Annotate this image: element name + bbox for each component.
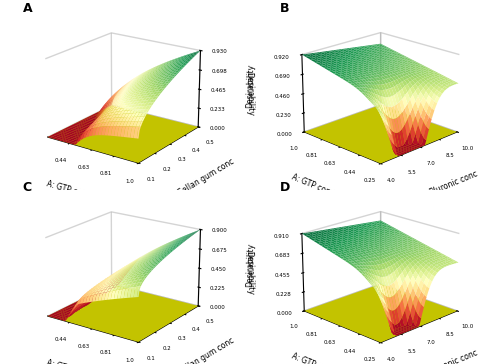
Y-axis label: C: Gellan gum conc: C: Gellan gum conc xyxy=(168,157,236,203)
Text: D: D xyxy=(280,181,289,194)
Y-axis label: C: Gellan gum conc: C: Gellan gum conc xyxy=(168,336,236,364)
X-axis label: A: GTP conc: A: GTP conc xyxy=(45,179,91,201)
Y-axis label: A: GTP conc: A: GTP conc xyxy=(290,173,335,198)
Text: B: B xyxy=(280,3,289,15)
X-axis label: B: Pluronic conc: B: Pluronic conc xyxy=(419,170,479,201)
Text: A: A xyxy=(23,3,32,15)
Y-axis label: A: GTP conc: A: GTP conc xyxy=(290,352,335,364)
Text: C: C xyxy=(23,181,32,194)
X-axis label: B: Pluronic conc: B: Pluronic conc xyxy=(419,348,479,364)
X-axis label: A: GTP conc: A: GTP conc xyxy=(45,359,91,364)
